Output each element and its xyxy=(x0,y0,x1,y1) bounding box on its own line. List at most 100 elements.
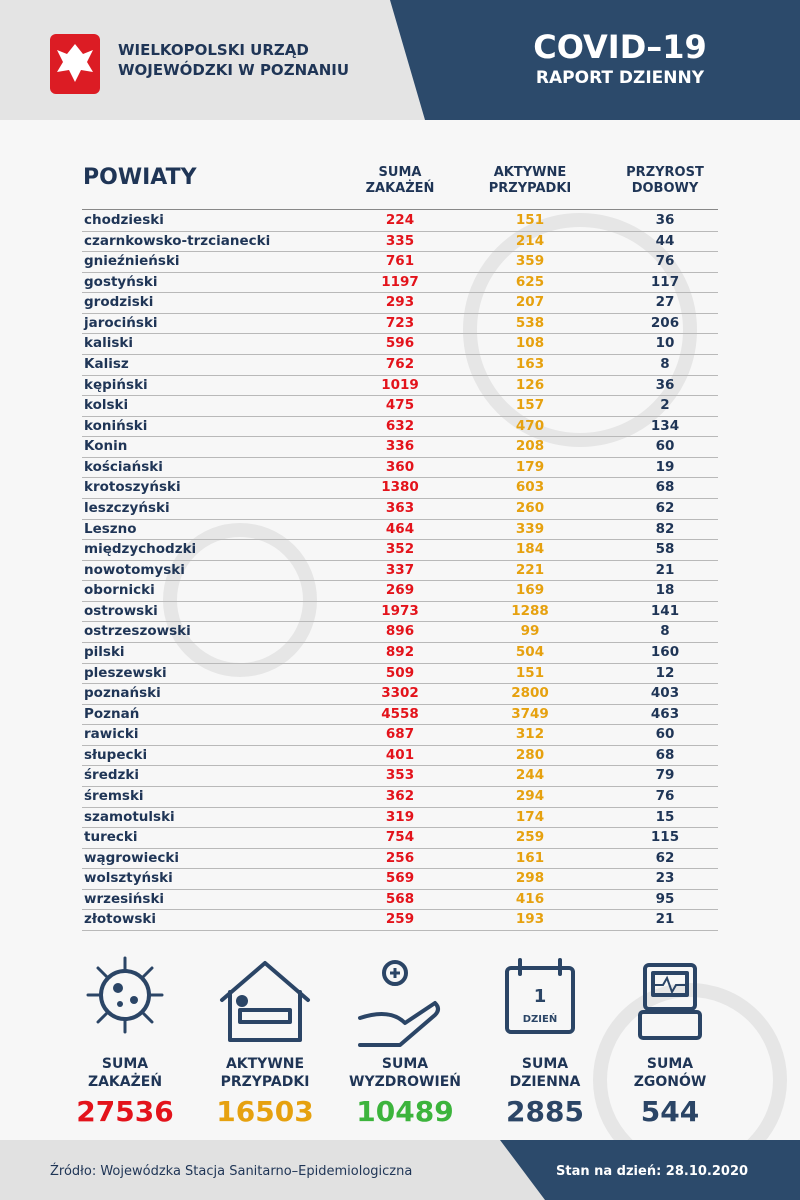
office-line: WIELKOPOLSKI URZĄD xyxy=(118,41,309,59)
number-cell: 596 xyxy=(385,335,415,352)
name-cell: wągrowiecki xyxy=(84,849,180,866)
number-cell: 76 xyxy=(655,253,675,270)
number-cell: 8 xyxy=(660,623,670,640)
number-cell: 169 xyxy=(515,582,545,599)
table-row: rawicki 687 312 60 xyxy=(82,724,718,746)
column-header: SUMA ZAKAŻEŃ xyxy=(335,165,465,197)
number-cell: 335 xyxy=(385,232,415,249)
number-cell: 762 xyxy=(385,356,415,372)
table-row: śremski 362 294 76 xyxy=(82,786,718,808)
summary-label-line: ZGONÓW xyxy=(633,1074,707,1090)
number-cell: 260 xyxy=(515,500,545,516)
number-cell: 21 xyxy=(655,561,675,578)
number-cell: 27 xyxy=(655,294,675,311)
number-cell: 68 xyxy=(655,479,675,496)
number-cell: 337 xyxy=(385,561,415,578)
number-cell: 184 xyxy=(515,541,545,558)
table-row: słupecki 401 280 68 xyxy=(82,745,718,767)
table-row: obornicki 269 169 18 xyxy=(82,580,718,602)
summary-value: 16503 xyxy=(216,1095,314,1128)
number-cell: 896 xyxy=(385,623,415,640)
name-cell: złotowski xyxy=(84,911,156,928)
name-cell: kępiński xyxy=(84,376,148,393)
number-cell: 353 xyxy=(385,767,415,784)
number-cell: 475 xyxy=(385,397,415,414)
number-cell: 401 xyxy=(385,746,415,763)
number-cell: 509 xyxy=(385,664,415,681)
number-cell: 79 xyxy=(655,767,675,784)
table-row: jarociński 723 538 206 xyxy=(82,313,718,335)
number-cell: 44 xyxy=(655,232,675,249)
table-row: wolsztyński 569 298 23 xyxy=(82,868,718,890)
name-cell: gostyński xyxy=(84,273,158,290)
table-row: nowotomyski 337 221 21 xyxy=(82,560,718,582)
number-cell: 339 xyxy=(515,520,545,537)
summary-value: 2885 xyxy=(506,1095,584,1128)
table-row: międzychodzki 352 184 58 xyxy=(82,539,718,561)
column-header-line: DOBOWY xyxy=(631,181,699,196)
summary-label-line: SUMA xyxy=(521,1056,569,1072)
table-row: kościański 360 179 19 xyxy=(82,457,718,479)
number-cell: 1973 xyxy=(381,602,419,619)
number-cell: 68 xyxy=(655,746,675,763)
table-row: leszczyński 363 260 62 xyxy=(82,498,718,520)
name-cell: średzki xyxy=(84,767,139,784)
number-cell: 1019 xyxy=(381,376,419,393)
number-cell: 12 xyxy=(655,664,675,681)
table-row: kaliski 596 108 10 xyxy=(82,333,718,355)
number-cell: 625 xyxy=(515,273,545,290)
number-cell: 360 xyxy=(385,458,415,475)
number-cell: 157 xyxy=(515,397,545,414)
table-row: pleszewski 509 151 12 xyxy=(82,663,718,685)
number-cell: 256 xyxy=(385,849,415,866)
summary-label-line: SUMA xyxy=(101,1056,149,1072)
number-cell: 269 xyxy=(385,582,415,599)
column-header: POWIATY xyxy=(83,167,283,189)
table-row: wrzesiński 568 416 95 xyxy=(82,889,718,911)
name-cell: ostrzeszowski xyxy=(84,623,191,640)
number-cell: 108 xyxy=(515,335,545,352)
number-cell: 62 xyxy=(655,849,675,866)
number-cell: 60 xyxy=(655,438,675,455)
number-cell: 19 xyxy=(655,458,675,475)
number-cell: 221 xyxy=(515,561,545,578)
number-cell: 336 xyxy=(385,438,415,455)
table-row: gnieźnieński 761 359 76 xyxy=(82,251,718,273)
number-cell: 1288 xyxy=(511,602,549,619)
number-cell: 15 xyxy=(655,808,675,825)
name-cell: grodziski xyxy=(84,294,154,311)
number-cell: 126 xyxy=(515,376,545,393)
office-line: WOJEWÓDZKI W POZNANIU xyxy=(118,61,350,79)
number-cell: 76 xyxy=(655,788,675,804)
number-cell: 312 xyxy=(515,726,545,743)
table-row: kolski 475 157 2 xyxy=(82,395,718,417)
table-row: wągrowiecki 256 161 62 xyxy=(82,848,718,870)
number-cell: 23 xyxy=(655,870,675,887)
summary-label: AKTYWNE PRZYPADKI xyxy=(195,1055,335,1091)
number-cell: 2800 xyxy=(511,685,549,702)
name-cell: kościański xyxy=(84,458,163,475)
number-cell: 754 xyxy=(385,829,415,846)
name-cell: koniński xyxy=(84,417,148,434)
summary-label-line: AKTYWNE xyxy=(225,1056,305,1072)
name-cell: słupecki xyxy=(84,746,148,763)
number-cell: 115 xyxy=(650,829,680,846)
table-row: turecki 754 259 115 xyxy=(82,827,718,849)
name-cell: turecki xyxy=(84,829,138,846)
table-row: grodziski 293 207 27 xyxy=(82,292,718,314)
name-cell: kaliski xyxy=(84,335,133,352)
column-header: AKTYWNE PRZYPADKI xyxy=(465,165,595,197)
number-cell: 892 xyxy=(385,644,415,660)
number-cell: 151 xyxy=(515,664,545,681)
table-row: gostyński 1197 625 117 xyxy=(82,272,718,294)
name-cell: międzychodzki xyxy=(84,541,197,558)
name-cell: śremski xyxy=(84,788,144,804)
name-cell: pilski xyxy=(84,644,125,660)
number-cell: 134 xyxy=(650,417,680,434)
number-cell: 58 xyxy=(655,541,675,558)
number-cell: 206 xyxy=(650,314,680,331)
name-cell: wolsztyński xyxy=(84,870,173,887)
name-cell: obornicki xyxy=(84,582,155,599)
number-cell: 62 xyxy=(655,500,675,516)
